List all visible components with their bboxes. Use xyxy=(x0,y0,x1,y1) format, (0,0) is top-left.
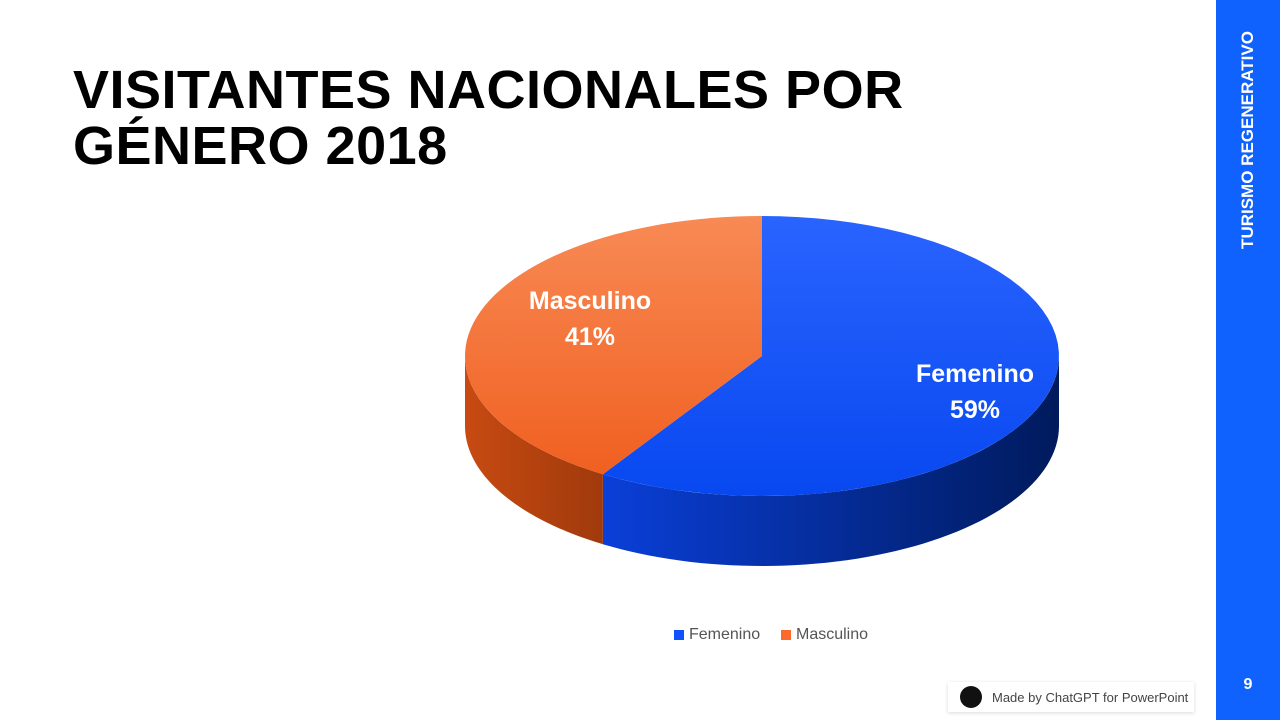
slice-label-value: 41% xyxy=(565,323,615,351)
sidebar-label: TURISMO REGENERATIVO xyxy=(1238,31,1257,249)
page-number: 9 xyxy=(1243,676,1253,693)
slice-label-name: Masculino xyxy=(529,287,651,315)
sidebar-band xyxy=(1216,0,1280,720)
pie-chart: Femenino 59% Masculino 41% xyxy=(465,216,1059,566)
legend-swatch xyxy=(781,630,791,640)
legend-item-masculino: Masculino xyxy=(781,626,868,644)
slide-title: VISITANTES NACIONALES POR GÉNERO 2018 xyxy=(73,60,904,176)
pie-slice-femenino xyxy=(602,216,1059,496)
legend-swatch xyxy=(674,630,684,640)
slice-label-name: Femenino xyxy=(916,360,1034,388)
legend-item-femenino: Femenino xyxy=(674,626,760,644)
slice-label-value: 59% xyxy=(950,396,1000,424)
legend-label: Masculino xyxy=(796,626,869,643)
pie-slice-masculino xyxy=(465,216,762,475)
pie-side-femenino xyxy=(602,356,1059,566)
chatgpt-logo-icon xyxy=(960,686,982,708)
made-by-badge[interactable]: Made by ChatGPT for PowerPoint xyxy=(948,682,1194,712)
pie-side-masculino xyxy=(465,356,603,545)
badge-text: Made by ChatGPT for PowerPoint xyxy=(992,689,1189,705)
legend-label: Femenino xyxy=(689,626,761,643)
